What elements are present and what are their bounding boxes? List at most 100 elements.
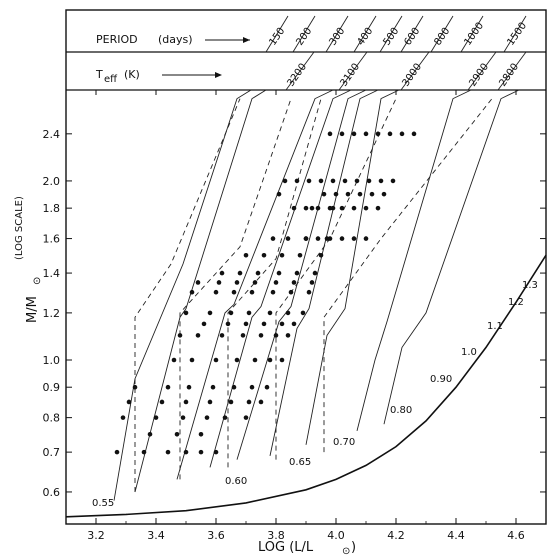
period-header-slash xyxy=(379,15,403,53)
y-tick-label: 2.0 xyxy=(43,175,61,188)
x-axis-label-sub: ⊙ xyxy=(342,546,350,557)
period-line xyxy=(305,89,400,445)
data-point xyxy=(309,205,315,211)
data-point xyxy=(285,333,291,338)
data-point xyxy=(267,310,273,316)
data-point xyxy=(174,432,180,437)
data-point xyxy=(339,131,345,137)
period-header-slash xyxy=(430,15,454,53)
data-point xyxy=(249,289,255,295)
boundary-label: 1.1 xyxy=(487,321,503,332)
teff-header-slash xyxy=(467,51,497,91)
data-point xyxy=(246,310,252,316)
teff-line xyxy=(323,98,493,453)
data-point xyxy=(369,191,375,197)
data-point xyxy=(291,280,297,285)
data-point xyxy=(327,236,333,241)
period-line xyxy=(356,89,472,431)
data-point xyxy=(213,357,219,363)
period-header-slash xyxy=(400,15,424,53)
data-point xyxy=(231,384,237,390)
data-point xyxy=(306,178,312,184)
data-point xyxy=(258,333,264,338)
data-point xyxy=(315,236,321,241)
period-header-slash xyxy=(265,15,289,53)
x-axis-label: LOG (L/L xyxy=(258,540,314,555)
data-point xyxy=(318,252,324,258)
data-point xyxy=(198,449,204,455)
period-label: 300 xyxy=(327,26,347,48)
y-axis-label-sub: ⊙ xyxy=(32,277,43,285)
data-point xyxy=(264,384,270,390)
x-tick-label: 3.8 xyxy=(267,529,285,542)
y-tick-label: 1.4 xyxy=(43,267,61,280)
data-point xyxy=(330,178,336,184)
data-point xyxy=(222,415,228,420)
data-point xyxy=(147,432,153,437)
data-point xyxy=(375,131,381,137)
data-point xyxy=(375,205,381,211)
data-point xyxy=(399,131,405,137)
data-point xyxy=(339,236,345,241)
data-point xyxy=(279,321,285,327)
period-header-slash xyxy=(353,15,377,53)
data-point xyxy=(363,236,369,241)
teff-header-slash xyxy=(338,51,368,91)
boundary-label: 0.55 xyxy=(92,498,114,509)
data-point xyxy=(261,252,267,258)
data-point xyxy=(213,289,219,295)
period-line xyxy=(269,89,379,456)
data-point xyxy=(306,289,312,295)
teff-arrow-head xyxy=(215,72,222,78)
boundary-curve xyxy=(65,254,547,518)
data-point xyxy=(351,131,357,137)
boundary-label: 0.90 xyxy=(430,374,452,385)
data-point xyxy=(294,178,300,184)
data-point xyxy=(189,357,195,363)
y-tick-label: 0.6 xyxy=(43,486,61,499)
x-tick-label: 3.4 xyxy=(147,529,165,542)
teff-line xyxy=(179,98,292,480)
data-point xyxy=(237,270,243,276)
data-point xyxy=(291,321,297,327)
boundary-label: 1.0 xyxy=(461,347,477,358)
data-point xyxy=(195,280,201,285)
period-line xyxy=(176,89,334,480)
data-point xyxy=(363,205,369,211)
y-tick-label: 1.0 xyxy=(43,354,61,367)
data-point xyxy=(345,191,351,197)
teff-line xyxy=(275,98,397,460)
teff-line xyxy=(227,98,322,468)
y-tick-label: 0.8 xyxy=(43,412,61,425)
period-line xyxy=(134,89,267,493)
boundary-label: 0.80 xyxy=(390,405,412,416)
data-point xyxy=(411,131,417,137)
data-point xyxy=(285,236,291,241)
data-point xyxy=(243,252,249,258)
data-point xyxy=(297,252,303,258)
y-tick-label: 2.4 xyxy=(43,128,61,141)
data-point xyxy=(294,270,300,276)
teff-header-sub: eff xyxy=(104,74,118,85)
teff-label: 3100 xyxy=(338,62,362,89)
period-header-slash xyxy=(460,15,484,53)
data-point xyxy=(357,191,363,197)
period-label: 200 xyxy=(294,26,314,48)
data-point xyxy=(228,310,234,316)
x-tick-label: 4.4 xyxy=(447,529,465,542)
period-line xyxy=(209,89,352,468)
data-point xyxy=(219,333,225,338)
data-point xyxy=(153,415,159,420)
data-point xyxy=(183,310,189,316)
data-point xyxy=(255,270,261,276)
data-point xyxy=(309,280,315,285)
data-point xyxy=(321,191,327,197)
data-point xyxy=(240,333,246,338)
data-point xyxy=(180,415,186,420)
data-point xyxy=(252,280,258,285)
data-point xyxy=(270,236,276,241)
data-point xyxy=(141,449,147,455)
data-point xyxy=(276,270,282,276)
period-header-slash xyxy=(503,15,527,53)
